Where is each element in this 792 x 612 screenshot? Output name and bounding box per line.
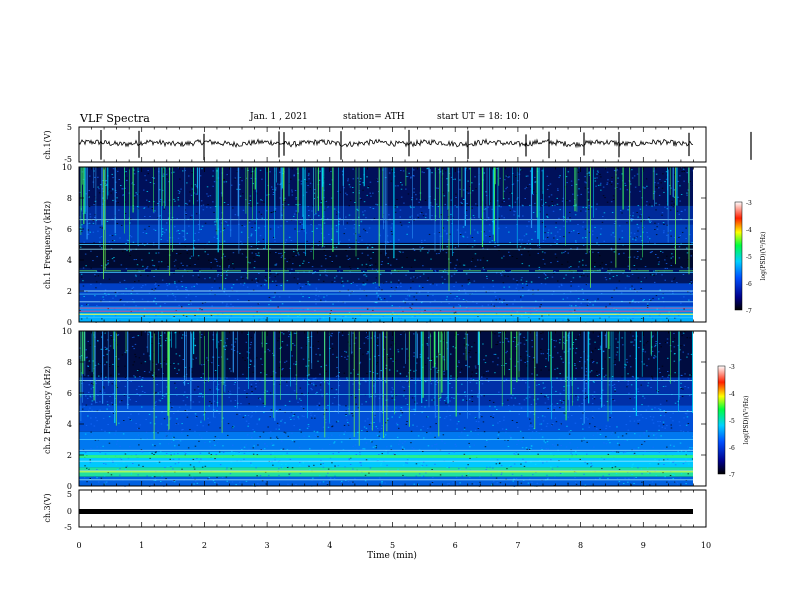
- x-tick-label: 10: [701, 541, 711, 550]
- spectrogram-ytick-label: 0: [67, 482, 72, 491]
- waveform-ch3-trace: [79, 509, 693, 514]
- ch3-waveform-ylabel: ch.3(V): [43, 493, 52, 522]
- spectrogram-ytick-label: 6: [67, 225, 72, 234]
- start-time-label: start UT = 18: 10: 0: [437, 112, 529, 122]
- colorbar-tick-label: -4: [729, 391, 735, 398]
- colorbar-tick-label: -7: [729, 472, 735, 479]
- colorbar-tick-label: -3: [729, 364, 735, 371]
- colorbar-ch2: [717, 365, 726, 475]
- spectrogram-ytick-label: 0: [67, 318, 72, 327]
- colorbar-tick-label: -3: [746, 200, 752, 207]
- x-tick-label: 8: [578, 541, 583, 550]
- x-axis-tick-labels: 0 1 2 3 4 5 6 7 8 9 10: [76, 541, 711, 550]
- panel-waveform-ch3: 5 0 -5 ch.3(V): [43, 489, 707, 532]
- ch1-waveform-ylabel: ch.1(V): [43, 130, 52, 159]
- spectrogram-ytick-label: 2: [67, 451, 72, 460]
- spectrogram-ytick-label: 2: [67, 287, 72, 296]
- station-label: station= ATH: [343, 112, 405, 122]
- x-tick-label: 4: [327, 541, 332, 550]
- colorbar-ch1: [734, 201, 743, 311]
- spectrogram-ytick-label: 10: [62, 163, 72, 172]
- date-label: Jan. 1 , 2021: [250, 112, 308, 122]
- x-tick-label: 5: [390, 541, 395, 550]
- colorbar-tick-label: -6: [746, 281, 752, 288]
- spectrogram-ch1-image: [79, 167, 706, 323]
- figure-title: VLF Spectra: [80, 112, 150, 125]
- spectrogram-ytick-label: 8: [67, 194, 72, 203]
- colorbar-tick-label: -5: [729, 418, 735, 425]
- x-axis-label: Time (min): [367, 550, 417, 561]
- colorbar-ch1-label: log(PSD)(V²/Hz): [760, 232, 767, 281]
- spectrogram-ytick-label: 4: [67, 256, 72, 265]
- x-tick-label: 1: [139, 541, 144, 550]
- colorbar-tick-label: -7: [746, 308, 752, 315]
- spectrogram-ytick-label: 8: [67, 358, 72, 367]
- waveform-ch1-trace: [78, 138, 694, 149]
- spectrogram-ch2-ylabel: ch.2 Frequency (kHz): [43, 366, 52, 454]
- x-tick-label: 9: [641, 541, 646, 550]
- colorbar-tick-label: -4: [746, 227, 752, 234]
- spectrogram-ch1-ylabel: ch.1 Frequency (kHz): [43, 201, 52, 289]
- colorbar-tick-label: -6: [729, 445, 735, 452]
- x-tick-label: 6: [453, 541, 458, 550]
- ch3-ytick-mid: 0: [67, 507, 72, 516]
- x-tick-label: 3: [265, 541, 270, 550]
- x-tick-label: 2: [202, 541, 207, 550]
- spectrogram-ytick-label: 6: [67, 389, 72, 398]
- x-tick-label: 0: [76, 541, 81, 550]
- spectrogram-ytick-label: 4: [67, 420, 72, 429]
- spectrogram-ch2-image: [79, 331, 706, 487]
- colorbar-tick-label: -5: [746, 254, 752, 261]
- panel-waveform-ch1: 5 -5 ch.1(V): [43, 123, 752, 164]
- ch3-ytick-top: 5: [67, 490, 72, 499]
- x-tick-label: 7: [515, 541, 520, 550]
- ch1-ytick-top: 5: [67, 123, 72, 132]
- ch3-ytick-bottom: -5: [64, 523, 72, 532]
- ch1-ytick-bottom: -5: [64, 155, 72, 164]
- spectrogram-ytick-label: 10: [62, 327, 72, 336]
- colorbar-ch2-label: log(PSD)(V²/Hz): [743, 396, 750, 445]
